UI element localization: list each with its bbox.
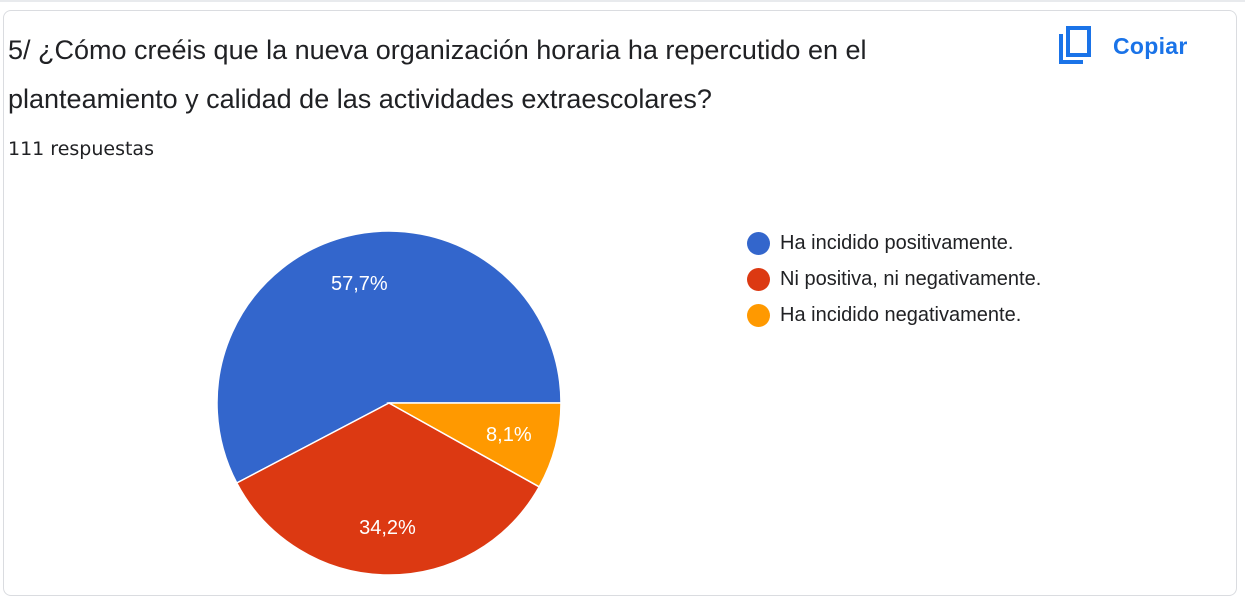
copy-button-label: Copiar bbox=[1113, 32, 1188, 59]
response-count: 111 respuestas bbox=[8, 138, 154, 160]
pie-slice-label-1: 34,2% bbox=[359, 517, 416, 539]
legend-label-2: Ha incidido negativamente. bbox=[780, 303, 1022, 326]
top-divider bbox=[0, 0, 1245, 2]
legend-swatch-0 bbox=[747, 231, 770, 255]
copy-icon bbox=[1057, 26, 1093, 66]
legend-swatch-2 bbox=[747, 303, 770, 327]
legend-item-2: Ha incidido negativamente. bbox=[747, 297, 1041, 333]
legend-label-1: Ni positiva, ni negativamente. bbox=[780, 267, 1042, 290]
legend-item-0: Ha incidido positivamente. bbox=[747, 225, 1041, 261]
response-summary-card bbox=[3, 10, 1237, 596]
copy-chart-button[interactable]: Copiar bbox=[1057, 24, 1188, 68]
pie-slice-label-0: 57,7% bbox=[331, 273, 388, 295]
legend-item-1: Ni positiva, ni negativamente. bbox=[747, 261, 1041, 297]
pie-slice-label-2: 8,1% bbox=[486, 424, 532, 446]
chart-legend: Ha incidido positivamente. Ni positiva, n… bbox=[747, 225, 1041, 333]
legend-label-0: Ha incidido positivamente. bbox=[780, 231, 1014, 254]
pie-slice-1[interactable] bbox=[235, 402, 541, 576]
pie-slice-2[interactable] bbox=[386, 402, 562, 488]
pie-slice-0[interactable] bbox=[216, 230, 562, 485]
legend-swatch-1 bbox=[747, 267, 770, 291]
question-title: 5/ ¿Cómo creéis que la nueva organizació… bbox=[8, 35, 867, 114]
